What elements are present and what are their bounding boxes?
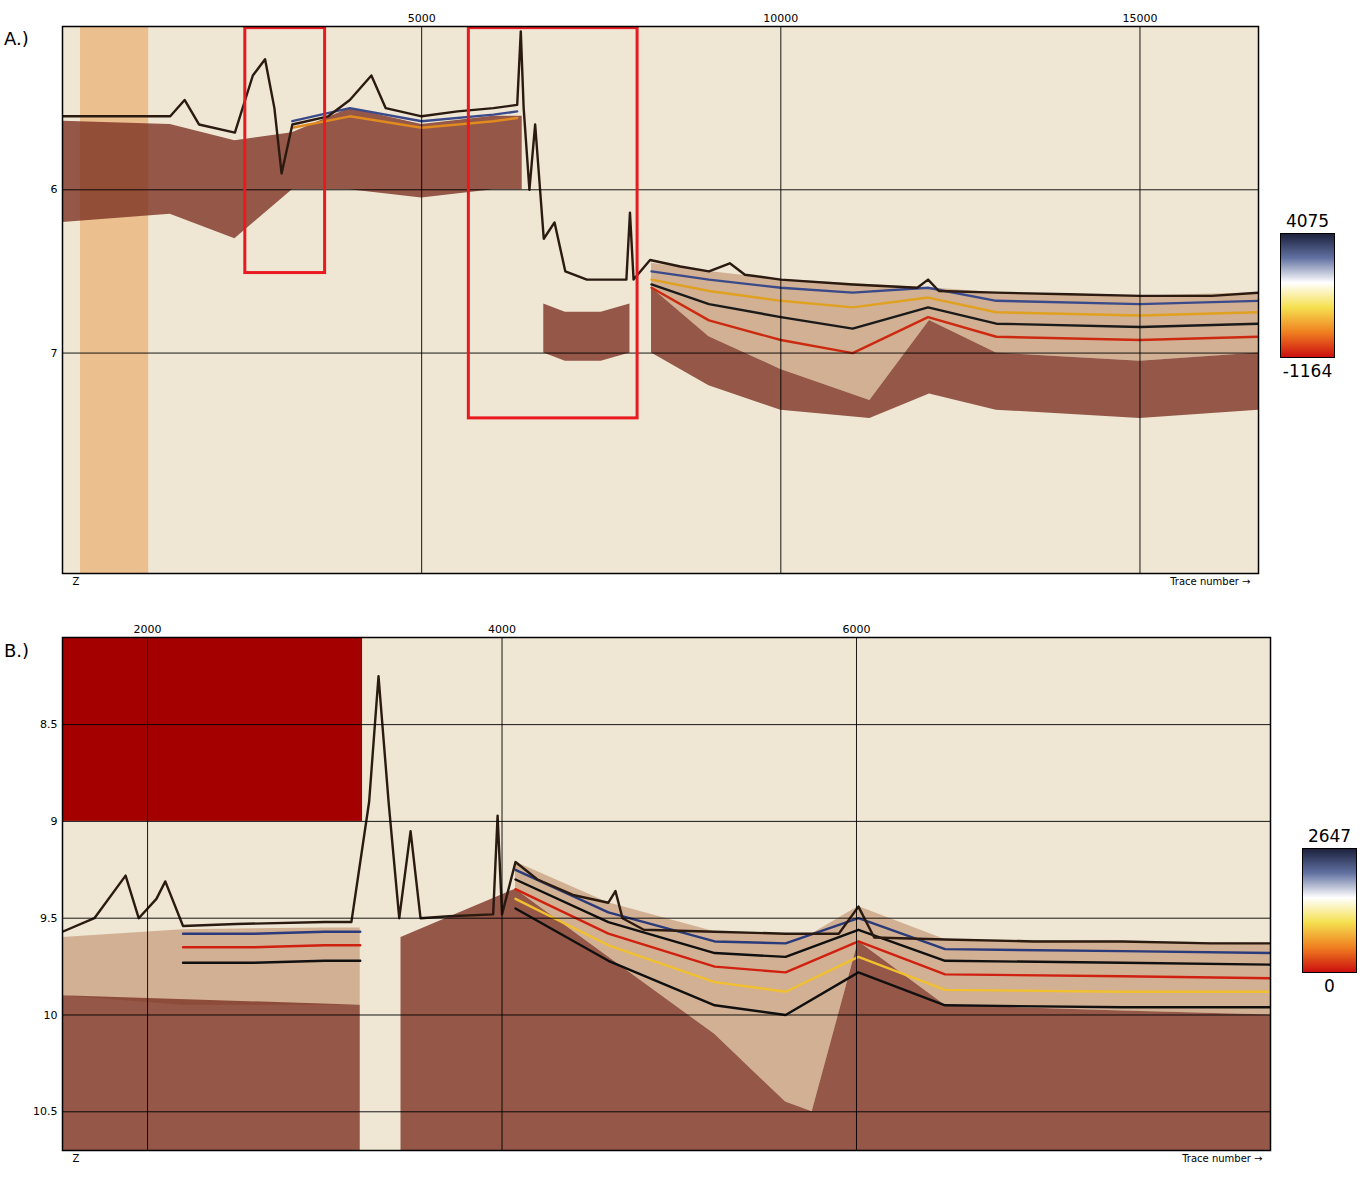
html-text:B.): B.) <box>4 640 30 661</box>
svg-text:10: 10 <box>44 1009 58 1022</box>
svg-text:15000: 15000 <box>1122 12 1157 25</box>
svg-text:5000: 5000 <box>408 12 436 25</box>
svg-text:4075: 4075 <box>1286 211 1329 231</box>
svg-text:2647: 2647 <box>1308 826 1351 846</box>
svg-text:10.5: 10.5 <box>33 1105 58 1118</box>
svg-text:-1164: -1164 <box>1283 361 1332 381</box>
svg-text:8.5: 8.5 <box>40 718 58 731</box>
svg-text:Trace number →: Trace number → <box>1181 1153 1262 1164</box>
svg-text:6000: 6000 <box>842 623 870 636</box>
svg-text:9: 9 <box>51 815 58 828</box>
svg-text:Z: Z <box>73 1153 80 1164</box>
svg-text:9.5: 9.5 <box>40 912 58 925</box>
html-text:A.): A.) <box>4 28 29 49</box>
svg-text:2000: 2000 <box>134 623 162 636</box>
svg-text:10000: 10000 <box>763 12 798 25</box>
svg-text:0: 0 <box>1324 976 1335 996</box>
svg-text:Trace number →: Trace number → <box>1169 576 1250 587</box>
svg-text:Z: Z <box>73 576 80 587</box>
svg-text:4000: 4000 <box>488 623 516 636</box>
svg-text:6: 6 <box>51 183 58 196</box>
svg-text:7: 7 <box>51 347 58 360</box>
